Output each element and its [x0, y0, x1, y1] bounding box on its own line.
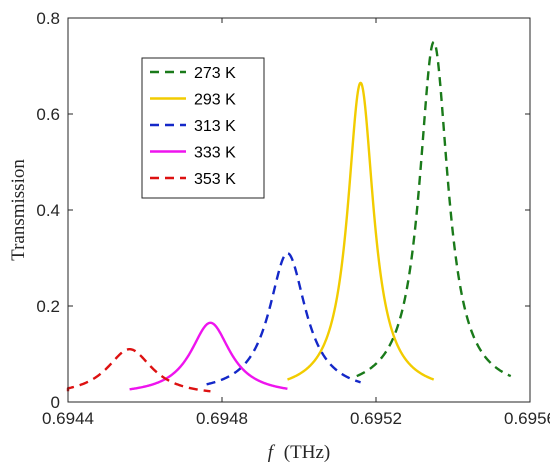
x-axis-unit: (THz)	[284, 442, 330, 463]
ticks-layer: 0.6944 0.6948 0.6952 0.6956 0 0.2 0.4 0.6 0.8	[36, 9, 550, 428]
legend-label: 333 K	[194, 145, 236, 162]
legend-label: 313 K	[194, 118, 236, 135]
x-axis-variable: f	[268, 442, 276, 463]
legend-label: 353 K	[194, 171, 236, 188]
y-tick-label: 0.8	[36, 9, 60, 28]
series-line-333-k	[129, 321, 289, 391]
series-line-273-k	[356, 40, 512, 378]
x-axis-label: f (THz)	[268, 442, 330, 463]
legend-box	[141, 57, 265, 199]
plot-frame	[67, 17, 531, 403]
legend-label: 273 K	[194, 65, 236, 82]
x-tick-label: 0.6956	[504, 409, 550, 428]
x-tick-label: 0.6948	[196, 409, 248, 428]
series-line-313-k	[205, 252, 362, 386]
y-tick-label: 0.2	[36, 297, 60, 316]
series-line-353-k	[66, 348, 212, 393]
x-tick-label: 0.6952	[350, 409, 402, 428]
series-layer	[66, 40, 512, 393]
y-axis-label: Transmission	[8, 159, 29, 261]
y-tick-label: 0	[51, 393, 60, 412]
y-tick-label: 0.4	[36, 201, 60, 220]
y-tick-label: 0.6	[36, 105, 60, 124]
legend: 273 K 293 K 313 K 333 K 353 K	[141, 57, 265, 199]
legend-label: 293 K	[194, 92, 236, 109]
x-tick-label: 0.6944	[42, 409, 94, 428]
series-line-293-k	[286, 81, 435, 381]
